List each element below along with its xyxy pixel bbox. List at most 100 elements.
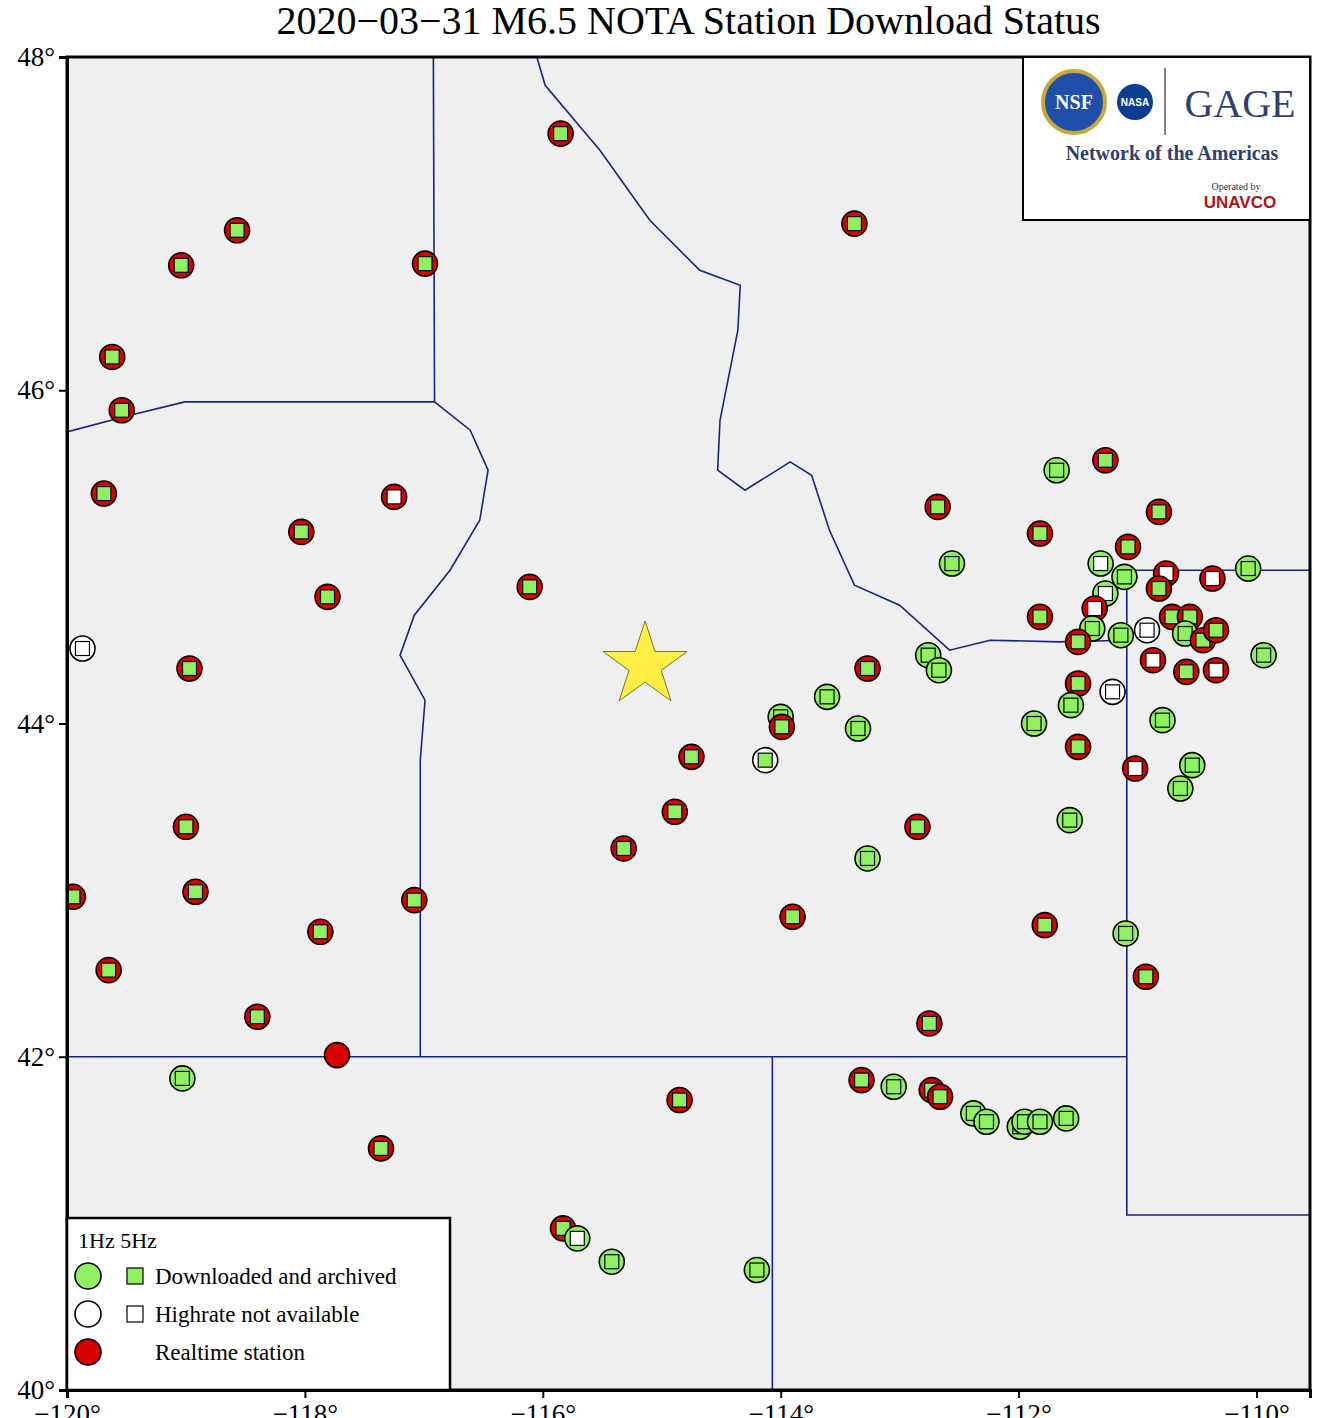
x-tick-label: −112° [986, 1399, 1052, 1418]
logo: NSFNASAGAGENetwork of the AmericasOperat… [1023, 57, 1310, 220]
station-5hz [1050, 463, 1064, 477]
y-tick: 48° [17, 42, 67, 72]
station-5hz [407, 893, 421, 907]
station [925, 494, 950, 519]
station-1hz [974, 1109, 999, 1134]
station-5hz [887, 1080, 901, 1094]
station-5hz [1033, 1115, 1047, 1129]
station [1146, 499, 1171, 524]
station [928, 1084, 953, 1109]
y-tick: 42° [17, 1042, 67, 1072]
station-5hz [1205, 572, 1219, 586]
station [402, 888, 427, 913]
station [1204, 658, 1229, 683]
station-5hz [1128, 761, 1142, 775]
station-1hz [382, 484, 407, 509]
station-1hz [413, 251, 438, 276]
station [917, 1011, 942, 1036]
station [1133, 964, 1158, 989]
station [1146, 576, 1171, 601]
station-1hz [1044, 458, 1069, 483]
station [1027, 1109, 1052, 1134]
station-1hz [91, 481, 116, 506]
station-5hz [387, 490, 401, 504]
logo-text: Network of the Americas [1066, 142, 1279, 164]
station-1hz [565, 1226, 590, 1251]
station-5hz [1098, 453, 1112, 467]
station-5hz [1185, 758, 1199, 772]
epicenter [603, 621, 687, 701]
station-1hz [402, 888, 427, 913]
station-1hz [1027, 604, 1052, 629]
station-1hz [1032, 913, 1057, 938]
station-1hz [225, 218, 250, 243]
station-5hz [1064, 698, 1078, 712]
station [1204, 618, 1229, 643]
station [769, 714, 794, 739]
station [245, 1004, 270, 1029]
station [744, 1258, 769, 1283]
station-1hz [177, 656, 202, 681]
station [679, 744, 704, 769]
station [315, 584, 340, 609]
station [1168, 776, 1193, 801]
station [1100, 679, 1125, 704]
station-1hz [245, 1004, 270, 1029]
station-1hz [1146, 576, 1171, 601]
station-5hz [1088, 602, 1102, 616]
station-5hz [1146, 653, 1160, 667]
x-tick-label: −116° [511, 1399, 577, 1418]
station-5hz [922, 1016, 936, 1030]
station [1054, 1106, 1079, 1131]
station-1hz [548, 121, 573, 146]
station-5hz [75, 642, 89, 656]
station-5hz [1094, 557, 1108, 571]
station-1hz [926, 658, 951, 683]
station-5hz [786, 910, 800, 924]
station-5hz [750, 1263, 764, 1277]
legend-symbol [75, 1301, 101, 1327]
station-5hz [102, 963, 116, 977]
station-1hz [109, 398, 134, 423]
station-5hz [1121, 540, 1135, 554]
station [905, 814, 930, 839]
station-5hz [931, 500, 945, 514]
logo-text: Operated by [1211, 181, 1260, 192]
station [1066, 734, 1091, 759]
station-1hz [70, 636, 95, 661]
station-5hz [851, 721, 865, 735]
y-tick-label: 40° [17, 1375, 55, 1405]
state-border [433, 57, 434, 402]
station-5hz [668, 805, 682, 819]
station-5hz [1152, 582, 1166, 596]
station-5hz [374, 1141, 388, 1155]
y-tick-label: 42° [17, 1042, 55, 1072]
y-tick: 46° [17, 375, 67, 405]
station-1hz [905, 814, 930, 839]
station [1251, 643, 1276, 668]
station [939, 551, 964, 576]
station-5hz [1152, 505, 1166, 519]
station-1hz [517, 574, 542, 599]
state-border [67, 402, 435, 432]
station-1hz [855, 656, 880, 681]
legend-symbol [75, 1339, 101, 1365]
station [753, 748, 778, 773]
station-5hz [320, 590, 334, 604]
station-5hz [861, 851, 875, 865]
station [382, 484, 407, 509]
logo-text: NASA [1121, 97, 1149, 108]
logo-text: GAGE [1184, 81, 1295, 126]
station [169, 253, 194, 278]
station-1hz [308, 919, 333, 944]
legend-label: Realtime station [155, 1340, 306, 1365]
station-1hz [289, 519, 314, 544]
legend-symbol [127, 1306, 143, 1322]
station-5hz [183, 662, 197, 676]
legend-symbol [127, 1268, 143, 1284]
station-1hz [1150, 708, 1175, 733]
station-1hz [1093, 448, 1118, 473]
station-5hz [758, 753, 772, 767]
station [1057, 808, 1082, 833]
station-1hz [846, 716, 871, 741]
